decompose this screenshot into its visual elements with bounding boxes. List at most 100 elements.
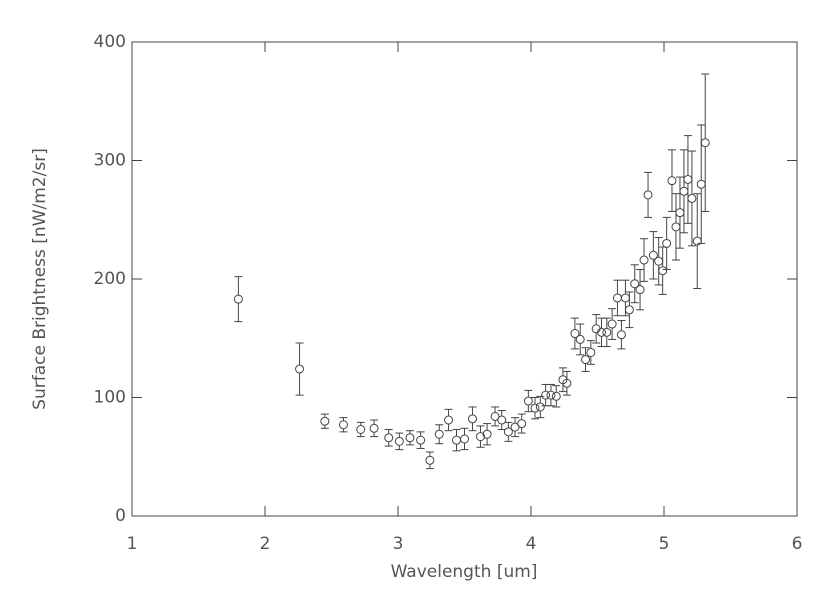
y-tick-label: 400 bbox=[94, 32, 126, 52]
data-point bbox=[434, 429, 444, 439]
data-point bbox=[624, 305, 634, 315]
data-point bbox=[683, 174, 693, 184]
y-tick-label: 300 bbox=[94, 151, 126, 171]
error-bar bbox=[339, 417, 348, 433]
data-point bbox=[654, 256, 664, 266]
error-bar bbox=[586, 340, 595, 365]
error-bar bbox=[295, 342, 304, 396]
data-point bbox=[696, 179, 706, 189]
error-bar bbox=[636, 269, 645, 311]
error-bar bbox=[541, 383, 550, 407]
data-point bbox=[575, 334, 585, 344]
error-bar bbox=[644, 171, 653, 218]
error-bar bbox=[491, 406, 500, 427]
y-tick-label: 100 bbox=[94, 388, 126, 408]
data-point bbox=[620, 293, 630, 303]
error-bar bbox=[562, 370, 571, 396]
error-bar bbox=[617, 319, 626, 350]
error-bar bbox=[395, 432, 404, 451]
data-point bbox=[662, 238, 672, 248]
data-point bbox=[667, 176, 677, 186]
error-bar bbox=[671, 193, 680, 261]
data-point bbox=[405, 433, 415, 443]
data-point bbox=[648, 250, 658, 260]
data-point bbox=[535, 402, 545, 412]
data-point bbox=[444, 415, 454, 425]
error-bar bbox=[640, 238, 649, 282]
data-point bbox=[384, 433, 394, 443]
x-tick-label: 4 bbox=[526, 534, 537, 554]
error-bar bbox=[679, 149, 688, 234]
data-point bbox=[523, 396, 533, 406]
data-point bbox=[320, 416, 330, 426]
data-point bbox=[541, 390, 551, 400]
data-point bbox=[570, 329, 580, 339]
error-bar bbox=[497, 410, 506, 430]
data-point bbox=[639, 255, 649, 265]
error-bar bbox=[234, 276, 243, 323]
error-bar bbox=[530, 397, 539, 420]
error-bar bbox=[608, 308, 617, 340]
data-point bbox=[530, 403, 540, 413]
data-point bbox=[416, 435, 426, 445]
data-point bbox=[356, 424, 366, 434]
error-bar bbox=[683, 135, 692, 224]
x-tick-label: 1 bbox=[127, 534, 138, 554]
x-axis-label: Wavelength [um] bbox=[391, 562, 538, 582]
error-bar bbox=[630, 264, 639, 304]
error-bar bbox=[693, 193, 702, 289]
error-bar bbox=[662, 216, 671, 271]
data-point bbox=[482, 429, 492, 439]
data-point bbox=[546, 390, 556, 400]
error-bar bbox=[552, 385, 561, 408]
data-point bbox=[452, 435, 462, 445]
data-point bbox=[338, 420, 348, 430]
data-point bbox=[517, 419, 527, 429]
data-point bbox=[562, 378, 572, 388]
data-point bbox=[596, 327, 606, 337]
error-bar bbox=[546, 383, 555, 407]
error-bar bbox=[452, 428, 461, 452]
data-point bbox=[394, 436, 404, 446]
error-bar bbox=[425, 451, 434, 470]
y-tick-label: 200 bbox=[94, 269, 126, 289]
data-point bbox=[475, 432, 485, 442]
data-point bbox=[425, 455, 435, 465]
error-bar bbox=[416, 431, 425, 449]
data-point bbox=[497, 415, 507, 425]
error-bar bbox=[460, 427, 469, 451]
error-bar bbox=[320, 413, 329, 429]
error-bar bbox=[654, 237, 663, 286]
data-point bbox=[630, 279, 640, 289]
error-bar bbox=[667, 149, 676, 212]
data-point bbox=[467, 414, 477, 424]
data-point bbox=[295, 364, 305, 374]
error-bar bbox=[504, 421, 513, 442]
data-point bbox=[607, 319, 617, 329]
data-point bbox=[616, 330, 626, 340]
y-tick-label: 0 bbox=[115, 506, 126, 526]
error-bar bbox=[384, 428, 393, 447]
error-bar bbox=[536, 395, 545, 419]
data-point bbox=[687, 193, 697, 203]
data-point bbox=[675, 208, 685, 218]
error-bar bbox=[468, 406, 477, 432]
error-bar bbox=[517, 413, 526, 434]
data-point bbox=[643, 190, 653, 200]
error-bar bbox=[602, 317, 611, 348]
data-point bbox=[503, 427, 513, 437]
data-point bbox=[612, 293, 622, 303]
error-bar bbox=[405, 430, 414, 446]
data-point bbox=[233, 294, 243, 304]
error-bar bbox=[658, 246, 667, 295]
error-bar bbox=[356, 421, 365, 438]
data-point bbox=[602, 327, 612, 337]
error-bar bbox=[511, 417, 520, 438]
error-bar bbox=[581, 347, 590, 372]
error-bar bbox=[576, 323, 585, 356]
x-tick-label: 5 bbox=[659, 534, 670, 554]
error-bar bbox=[613, 279, 622, 317]
error-bar bbox=[370, 419, 379, 438]
data-point bbox=[658, 266, 668, 276]
error-bar bbox=[697, 124, 706, 244]
